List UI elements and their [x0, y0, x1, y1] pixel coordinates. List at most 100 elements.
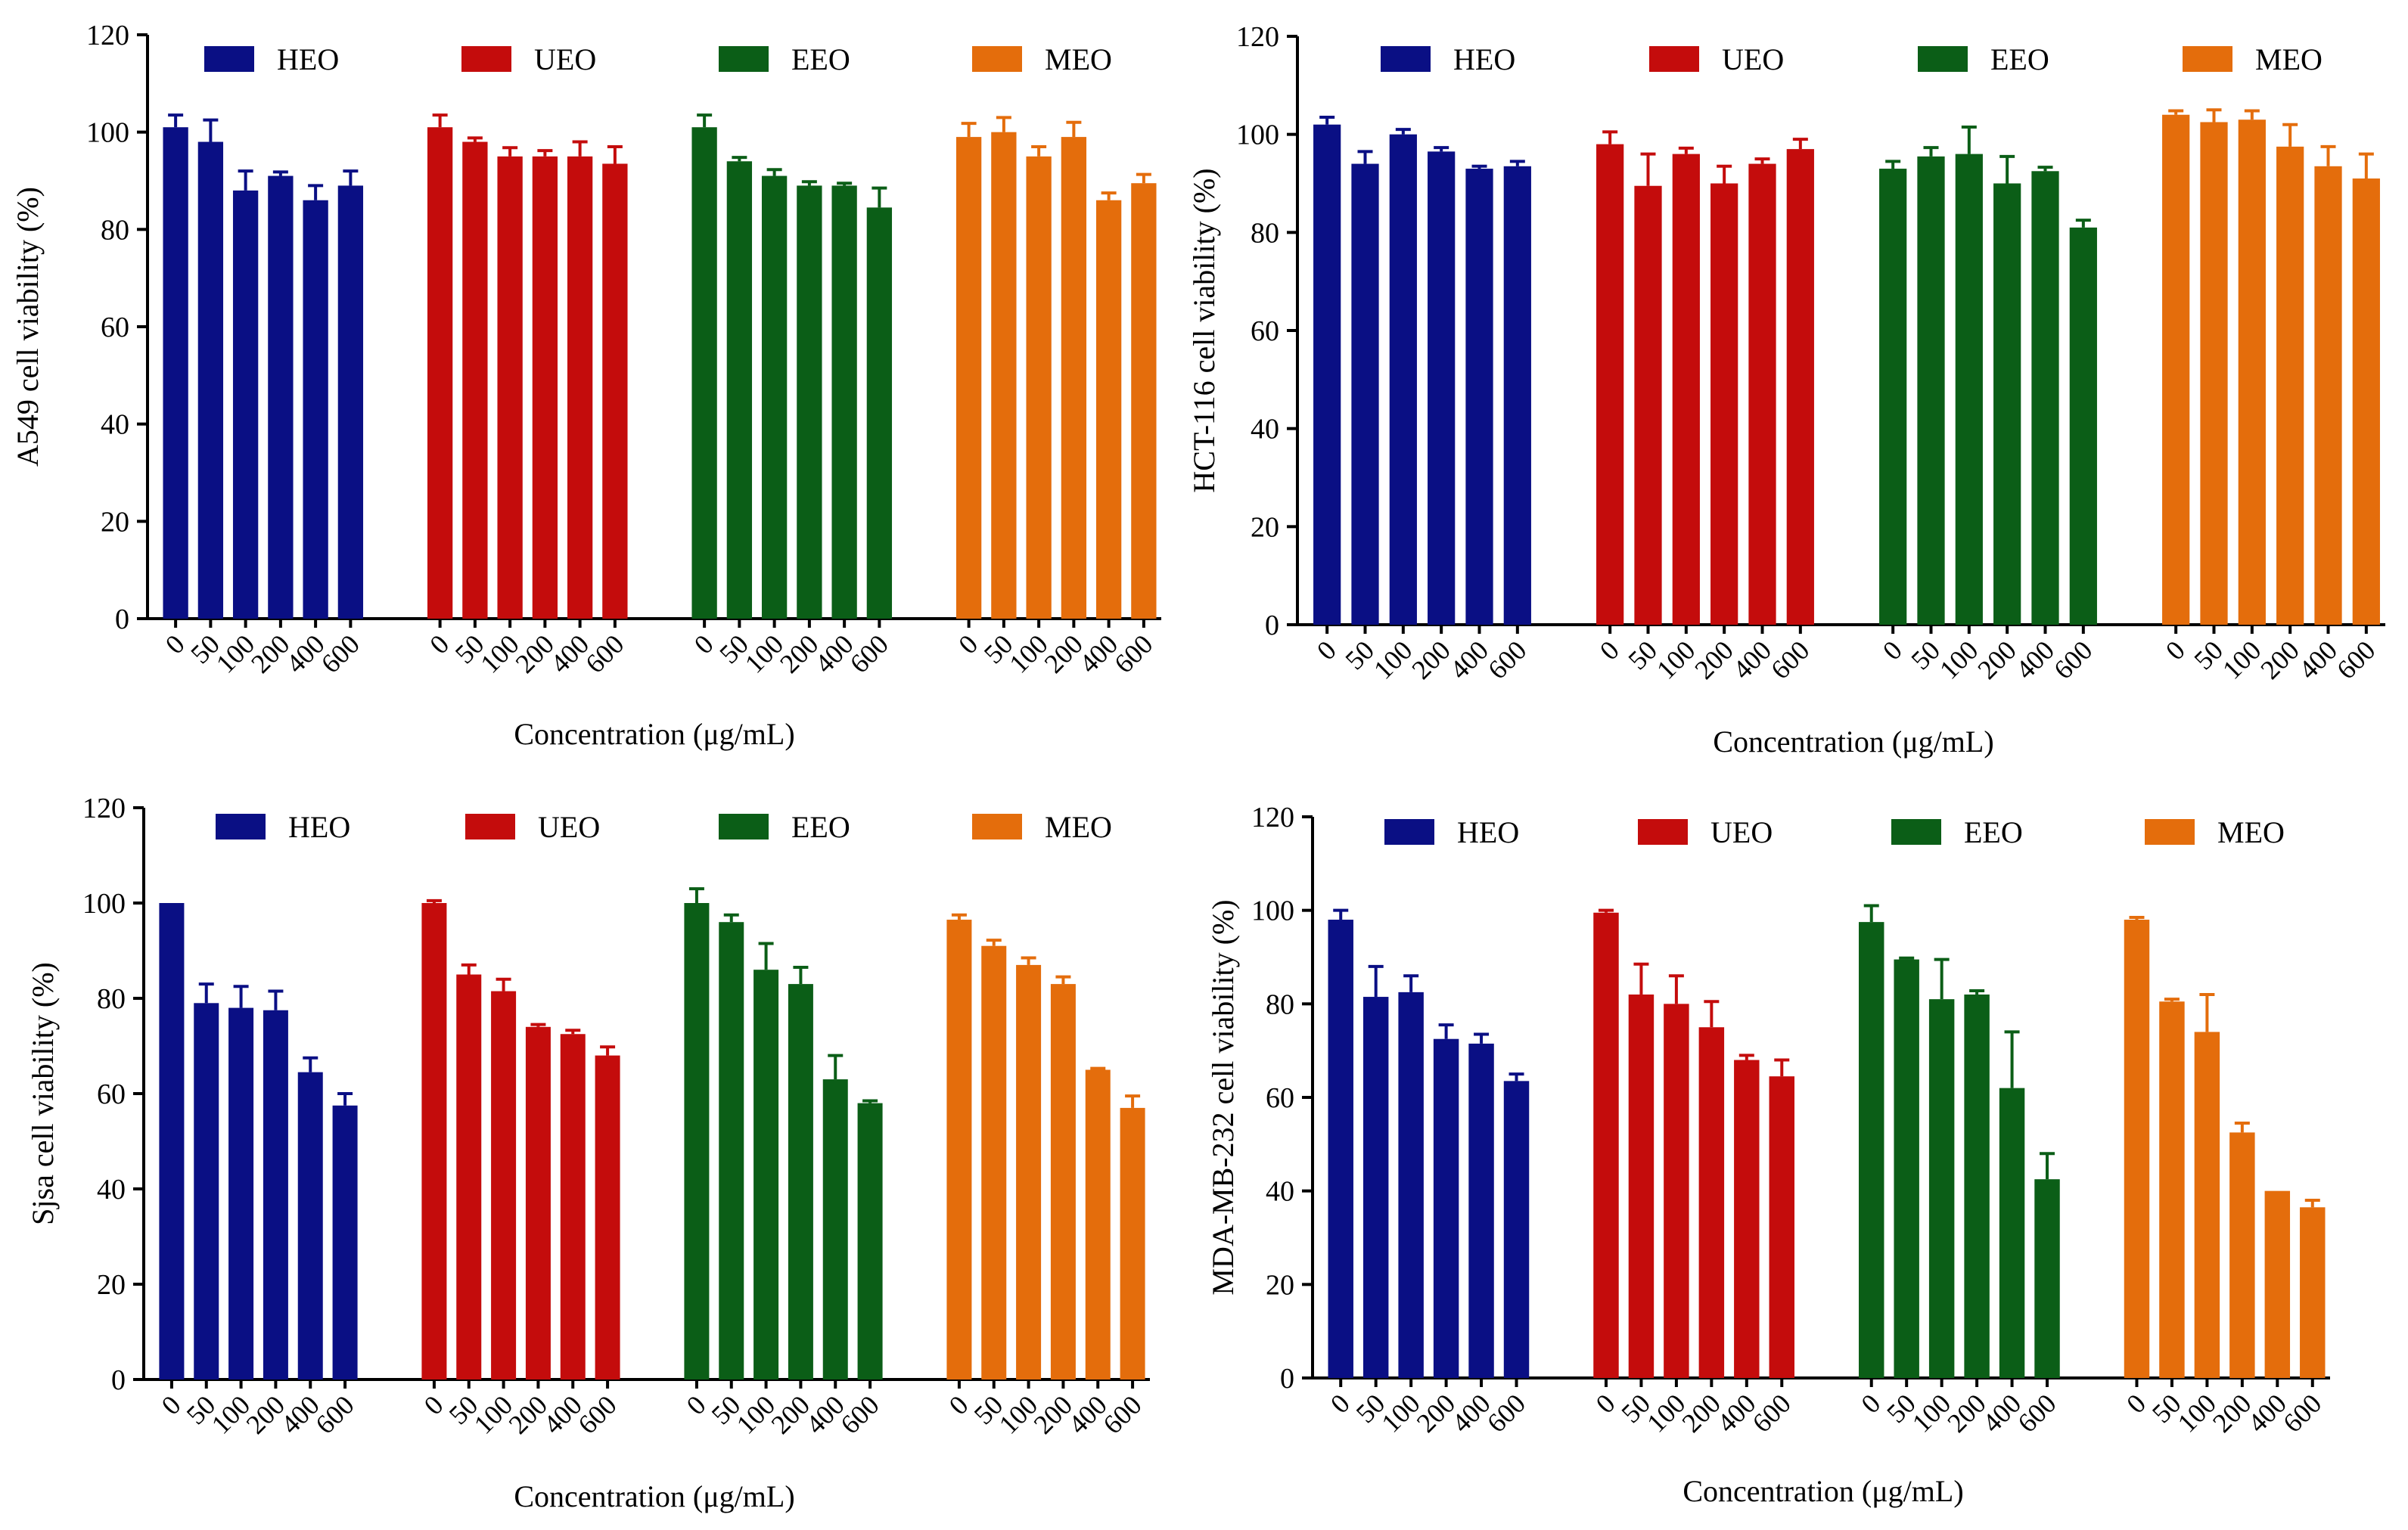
y-tick-label: 0	[115, 604, 129, 635]
y-tick-label: 80	[97, 983, 126, 1015]
bar	[197, 141, 224, 619]
y-tick-label: 80	[101, 214, 129, 246]
bar	[1710, 183, 1738, 625]
bar	[1634, 185, 1662, 625]
series-meo	[2124, 915, 2326, 1378]
bar	[1593, 912, 1619, 1378]
y-tick-label: 20	[1266, 1269, 1294, 1301]
x-axis-label: Concentration (μg/mL)	[1713, 725, 1993, 759]
series-heo	[159, 903, 358, 1379]
bar	[991, 132, 1017, 619]
bar	[1748, 163, 1776, 625]
x-tick-label: 0	[943, 1389, 974, 1420]
bar	[1698, 1027, 1725, 1378]
bar	[797, 185, 822, 619]
series-eeo	[1859, 904, 2060, 1378]
bar	[1131, 183, 1157, 619]
legend-label-ueo: UEO	[534, 42, 596, 76]
bar	[303, 200, 328, 619]
series-ueo	[1593, 908, 1794, 1378]
x-tick-label: 0	[418, 1389, 449, 1420]
series-eeo	[1879, 125, 2097, 625]
legend-label-eeo: EEO	[791, 810, 850, 844]
chart-panel-2: 0 20 40 60 80 100 120 HCT-116 cell viability (%…	[1187, 21, 2385, 759]
bar	[2264, 1190, 2291, 1378]
x-tick-label: 600	[844, 628, 894, 678]
y-tick-label: 40	[101, 409, 129, 441]
x-tick-label: 0	[688, 628, 719, 659]
bar	[532, 156, 558, 619]
bar	[1672, 154, 1700, 625]
series-heo	[163, 113, 364, 619]
bar	[2194, 1032, 2220, 1378]
bar	[1026, 156, 1052, 619]
y-axis-label: Sjsa cell viability (%)	[26, 962, 60, 1225]
bar	[1964, 994, 1990, 1378]
x-tick-label: 600	[2012, 1388, 2062, 1438]
bar	[2314, 166, 2342, 625]
bar	[753, 970, 779, 1379]
bar	[2124, 920, 2150, 1378]
y-tick-label: 120	[1251, 802, 1294, 833]
bar	[1050, 984, 1076, 1379]
series-eeo	[691, 113, 893, 619]
x-tick-label: 600	[1097, 1389, 1147, 1439]
bar	[684, 903, 710, 1379]
bar	[332, 1105, 358, 1379]
x-tick-label: 600	[315, 628, 365, 678]
y-tick-label: 100	[82, 888, 126, 920]
x-tick-label: 600	[1746, 1388, 1796, 1438]
legend-swatch-heo	[1381, 46, 1431, 72]
bar	[1993, 183, 2021, 625]
bar	[427, 127, 453, 619]
bar	[1769, 1076, 1794, 1378]
y-tick-label: 0	[1265, 610, 1279, 641]
x-tick-label: 0	[1855, 1388, 1886, 1419]
bar	[1465, 169, 1493, 625]
bar	[2159, 1001, 2185, 1378]
x-tick-label: 600	[2277, 1388, 2327, 1438]
bar	[567, 156, 593, 619]
series-meo	[955, 116, 1157, 619]
y-axis-label: A549 cell viability (%)	[11, 187, 45, 467]
y-tick-label: 20	[1251, 511, 1279, 543]
bar	[337, 185, 364, 619]
bar	[2069, 227, 2097, 625]
bar	[560, 1034, 586, 1379]
x-tick-label: 600	[1108, 628, 1158, 678]
bar	[456, 974, 482, 1379]
bar	[1859, 922, 1884, 1378]
bar	[831, 185, 857, 619]
x-tick-label: 600	[2331, 635, 2381, 684]
series-meo	[946, 913, 1145, 1379]
bar	[268, 175, 294, 619]
bar	[497, 156, 523, 619]
series-ueo	[1596, 130, 1814, 625]
bar	[1362, 997, 1389, 1378]
bar	[232, 190, 259, 619]
bar	[1503, 166, 1531, 625]
legend-swatch-meo	[972, 46, 1022, 72]
y-tick-label: 40	[1266, 1176, 1294, 1208]
series-ueo	[421, 898, 620, 1379]
x-axis-label: Concentration (μg/mL)	[1682, 1474, 1963, 1508]
y-axis-label: HCT-116 cell viability (%)	[1187, 168, 1221, 492]
legend-swatch-ueo	[465, 814, 515, 839]
legend-swatch-ueo	[1638, 819, 1688, 845]
x-tick-label: 600	[1765, 635, 1815, 684]
legend-swatch-meo	[2183, 46, 2232, 72]
legend-swatch-heo	[216, 814, 266, 839]
legend-swatch-heo	[1384, 819, 1434, 845]
x-axis-label: Concentration (μg/mL)	[514, 1479, 794, 1513]
bar	[955, 137, 982, 619]
y-tick-label: 100	[1236, 119, 1279, 151]
legend-label-ueo: UEO	[1710, 815, 1773, 849]
y-tick-label: 120	[86, 20, 129, 51]
legend-swatch-ueo	[1649, 46, 1699, 72]
x-tick-label: 600	[834, 1389, 884, 1439]
bar	[2229, 1132, 2255, 1378]
x-tick-label: 0	[2160, 635, 2191, 666]
bar	[2031, 171, 2059, 625]
x-tick-label: 600	[579, 628, 629, 678]
bar	[2352, 178, 2380, 625]
